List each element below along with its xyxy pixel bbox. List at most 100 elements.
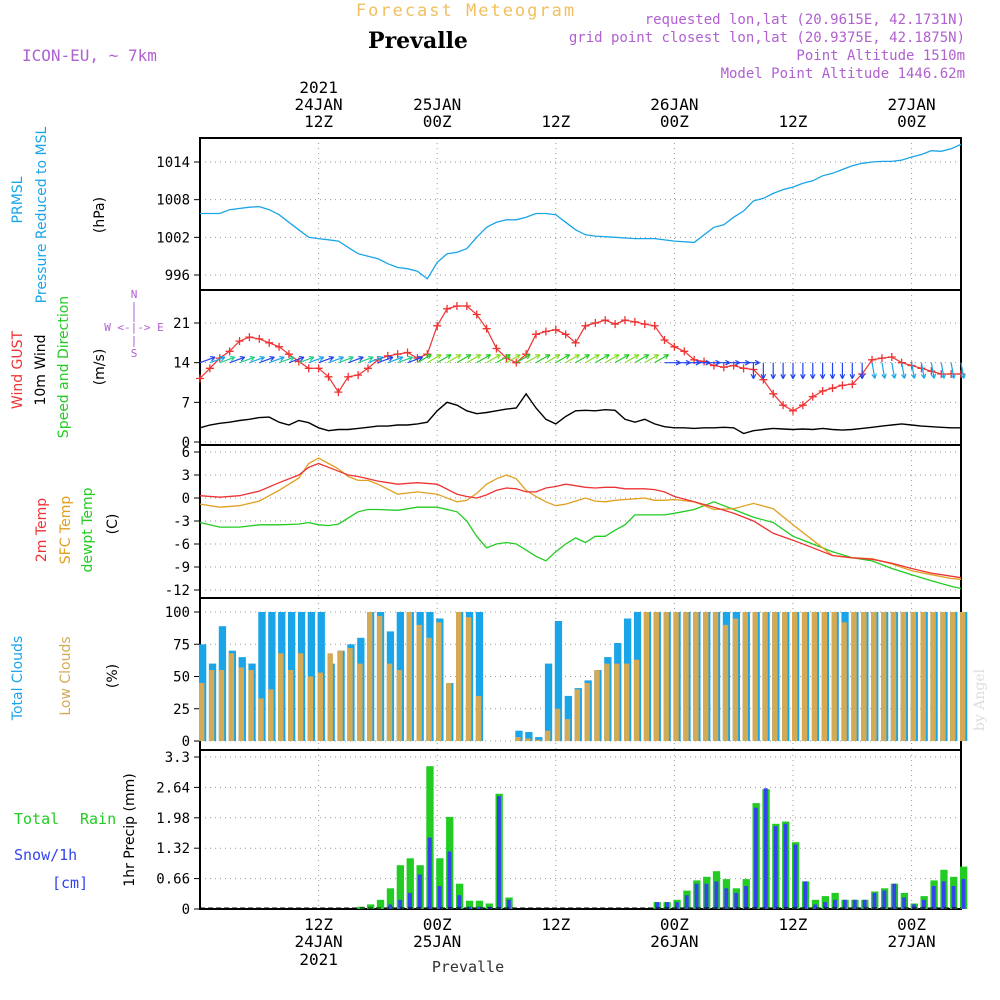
wind-arrow-shaft <box>535 354 551 364</box>
wind-arrow-head <box>505 354 511 360</box>
wind-arrow-head <box>229 355 236 362</box>
wind-arrow-head <box>259 355 265 362</box>
wind-ytick-label: 14 <box>173 356 190 372</box>
temperature-panel: -12 -9 -6 -3 0 3 6 <box>165 444 962 599</box>
snow-bar <box>744 886 748 909</box>
gust-marker <box>433 321 442 330</box>
wind-arrow <box>960 362 966 379</box>
wind-arrow-head <box>750 373 757 379</box>
wind-panel-labels: Wind GUST 10m Wind Speed and Direction (… <box>10 296 164 438</box>
pressure-label-2: Pressure Reduced to MSL <box>34 126 50 303</box>
rain-bar <box>386 888 395 909</box>
wind-arrow-head <box>209 355 216 362</box>
snow-bar <box>882 890 887 909</box>
wind-arrow <box>800 362 806 379</box>
low-clouds-bar <box>900 612 907 741</box>
temperature-ytick-label: 3 <box>182 468 190 484</box>
gust-marker <box>393 350 402 359</box>
low-clouds-bar <box>881 612 887 741</box>
snow-bar <box>773 826 778 909</box>
wind-arrow-head <box>525 354 531 360</box>
clouds-unit: (%) <box>105 664 121 688</box>
wind-arrow-shaft <box>259 356 275 364</box>
wind-arrow-head <box>289 355 295 362</box>
gust-marker <box>482 324 491 333</box>
wind-arrow-shaft <box>496 354 511 364</box>
snow-bar <box>734 892 739 909</box>
low-clouds-bar <box>515 737 521 741</box>
snow-label: Snow/1h <box>14 846 77 864</box>
gust-marker <box>551 325 560 334</box>
low-clouds-bar <box>367 612 373 741</box>
snow-bar <box>467 906 472 909</box>
wind-arrow-shaft <box>229 356 245 364</box>
wind-arrow-shaft <box>436 354 452 364</box>
wind-arrow-shaft <box>417 354 432 364</box>
wind-arrow-shaft <box>348 356 364 364</box>
wind-arrow <box>298 355 315 364</box>
total-clouds-bar <box>258 612 266 741</box>
wind-arrow-head <box>643 354 650 360</box>
wind-arrow-shaft <box>377 356 394 364</box>
pressure-ytick-label: 996 <box>165 268 190 284</box>
wind-arrow <box>367 355 384 364</box>
pressure-ytick-label: 1014 <box>156 155 190 171</box>
wind-arrow <box>515 354 531 364</box>
time-label-top: 00Z <box>897 112 926 131</box>
wind-arrow-shaft <box>940 362 945 379</box>
wind-arrow-shaft <box>446 354 462 364</box>
wind-arrow-head <box>426 354 432 360</box>
requested-coords: requested lon,lat (20.9615E, 42.1731N) <box>645 12 965 28</box>
low-clouds-bar <box>199 683 205 741</box>
low-clouds-bar <box>633 659 640 741</box>
gust-marker <box>452 302 461 310</box>
time-label-bottom: 2021 <box>299 950 338 969</box>
snow-bar <box>793 844 798 909</box>
low-clouds-bar <box>376 615 383 741</box>
gust-line <box>199 305 961 412</box>
low-clouds-bar <box>940 612 946 741</box>
time-label-top: 12Z <box>541 112 570 131</box>
gust-marker <box>788 406 797 415</box>
gust-marker <box>581 321 590 330</box>
wind-arrow <box>900 362 907 379</box>
wind-arrow-head <box>368 355 374 362</box>
rain-bar <box>376 899 385 909</box>
pressure-line <box>200 143 962 280</box>
precipitation-ytick-label: 3.3 <box>165 750 190 766</box>
low-clouds-bar <box>297 653 304 741</box>
gust-label: Wind GUST <box>10 330 26 409</box>
low-clouds-bar <box>821 612 828 741</box>
wind-arrow <box>859 362 865 379</box>
wind-arrow <box>407 355 424 364</box>
wind-arrow <box>278 355 295 364</box>
wind-arrow <box>654 354 669 364</box>
wind-arrow-head <box>663 354 669 360</box>
wind-arrow-shaft <box>456 354 472 364</box>
gust-marker <box>245 333 254 342</box>
wind-arrow <box>525 354 541 364</box>
wind-arrow-shaft <box>427 354 442 364</box>
low-clouds-bar <box>347 648 353 741</box>
snow-bar <box>684 895 689 909</box>
wind-arrow <box>496 354 511 364</box>
wind-arrow-head <box>338 355 344 362</box>
wind-arrow-shaft <box>506 354 521 364</box>
sfc-temp-label: SFC Temp <box>58 496 74 565</box>
gust-marker <box>304 364 313 373</box>
low-clouds-bar <box>584 683 590 741</box>
wind-arrow-shaft <box>199 356 216 364</box>
wind-arrow-head <box>623 354 630 360</box>
precipitation-ytick-label: 0.66 <box>156 872 190 888</box>
rain-bar <box>485 903 493 909</box>
snow-bar <box>842 899 847 909</box>
wind-arrow-shaft <box>338 356 354 364</box>
snow-bar <box>961 879 966 909</box>
wind-arrow <box>466 354 482 364</box>
gust-marker <box>255 334 264 343</box>
wind-arrow <box>446 354 462 364</box>
gust-marker <box>235 337 244 346</box>
rain-bar <box>396 865 404 909</box>
wind-arrow-head <box>780 373 786 379</box>
snow-bar <box>912 904 916 909</box>
